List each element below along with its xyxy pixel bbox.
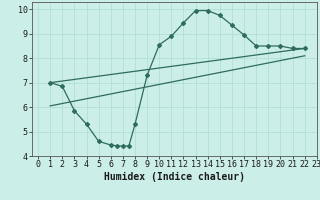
X-axis label: Humidex (Indice chaleur): Humidex (Indice chaleur) [104,172,245,182]
